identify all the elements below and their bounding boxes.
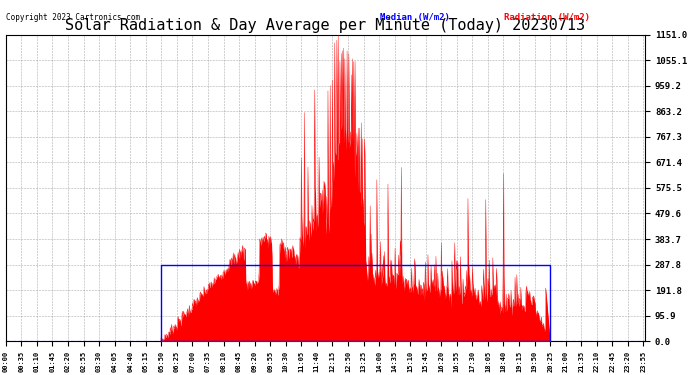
Text: Median (W/m2): Median (W/m2) (380, 13, 449, 22)
Text: Copyright 2023 Cartronics.com: Copyright 2023 Cartronics.com (6, 13, 140, 22)
Text: Radiation (W/m2): Radiation (W/m2) (504, 13, 590, 22)
Title: Solar Radiation & Day Average per Minute (Today) 20230713: Solar Radiation & Day Average per Minute… (66, 18, 586, 33)
Bar (161, 265, 550, 341)
